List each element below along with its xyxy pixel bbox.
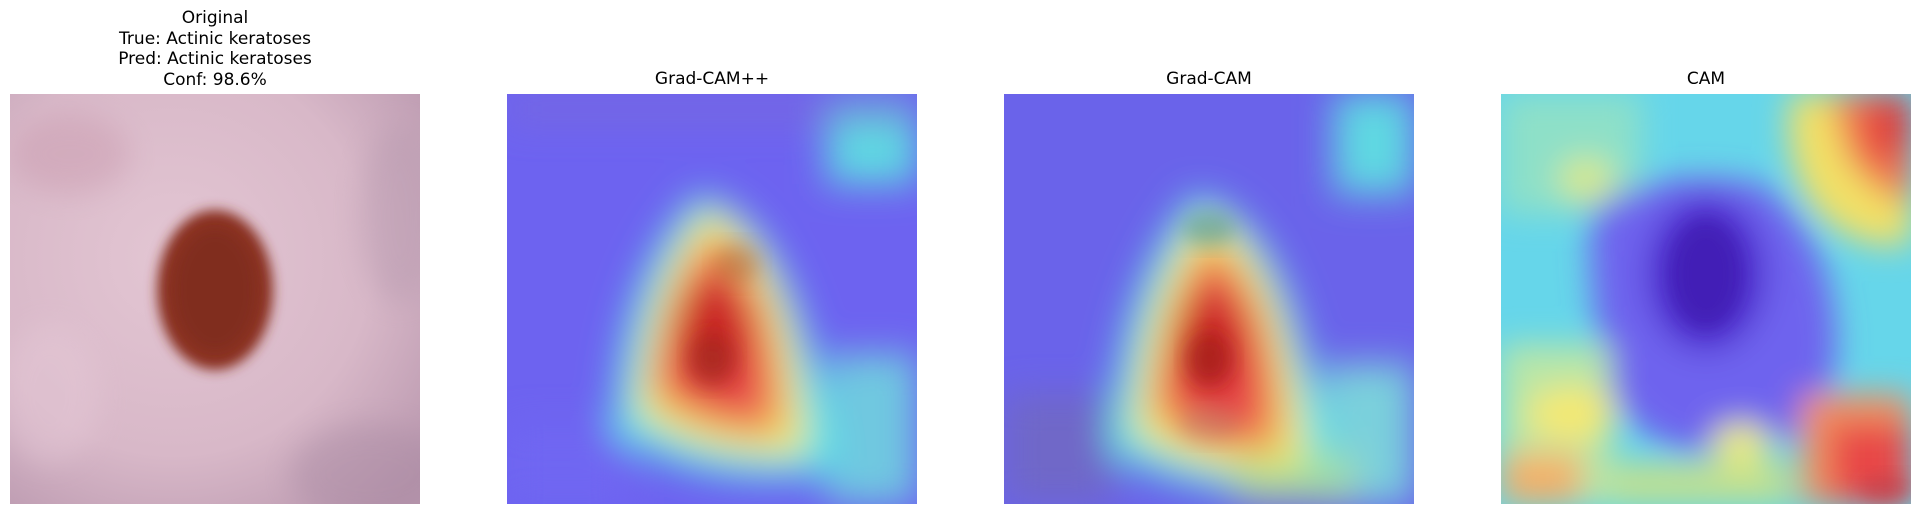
panel-title-gradcam: Grad-CAM	[1004, 69, 1414, 90]
panel-gradcam-plus-plus: Grad-CAM++	[507, 0, 917, 514]
title-line-true-label: True: Actinic keratoses	[119, 28, 311, 49]
original-image	[10, 94, 420, 504]
title-line-confidence: Conf: 98.6%	[163, 69, 267, 90]
title-line-pred-label: Pred: Actinic keratoses	[118, 49, 312, 69]
title-line-original: Original	[181, 8, 249, 28]
panel-original: Original True: Actinic keratoses Pred: A…	[10, 0, 420, 514]
cam-heatmap	[1501, 94, 1911, 504]
gradcam-heatmap	[1004, 94, 1414, 504]
panel-title-gradcam-plus-plus: Grad-CAM++	[507, 69, 917, 90]
panel-title-original: Original True: Actinic keratoses Pred: A…	[10, 8, 420, 90]
panel-gradcam: Grad-CAM	[1004, 0, 1414, 514]
panel-cam: CAM	[1501, 0, 1911, 514]
gradcam-plus-plus-heatmap	[507, 94, 917, 504]
title-line-gradcam-plus-plus: Grad-CAM++	[654, 69, 770, 89]
title-line-cam: CAM	[1686, 69, 1726, 89]
panel-title-cam: CAM	[1501, 69, 1911, 90]
title-line-gradcam: Grad-CAM	[1166, 69, 1252, 89]
skin-lesion-image	[10, 94, 420, 504]
